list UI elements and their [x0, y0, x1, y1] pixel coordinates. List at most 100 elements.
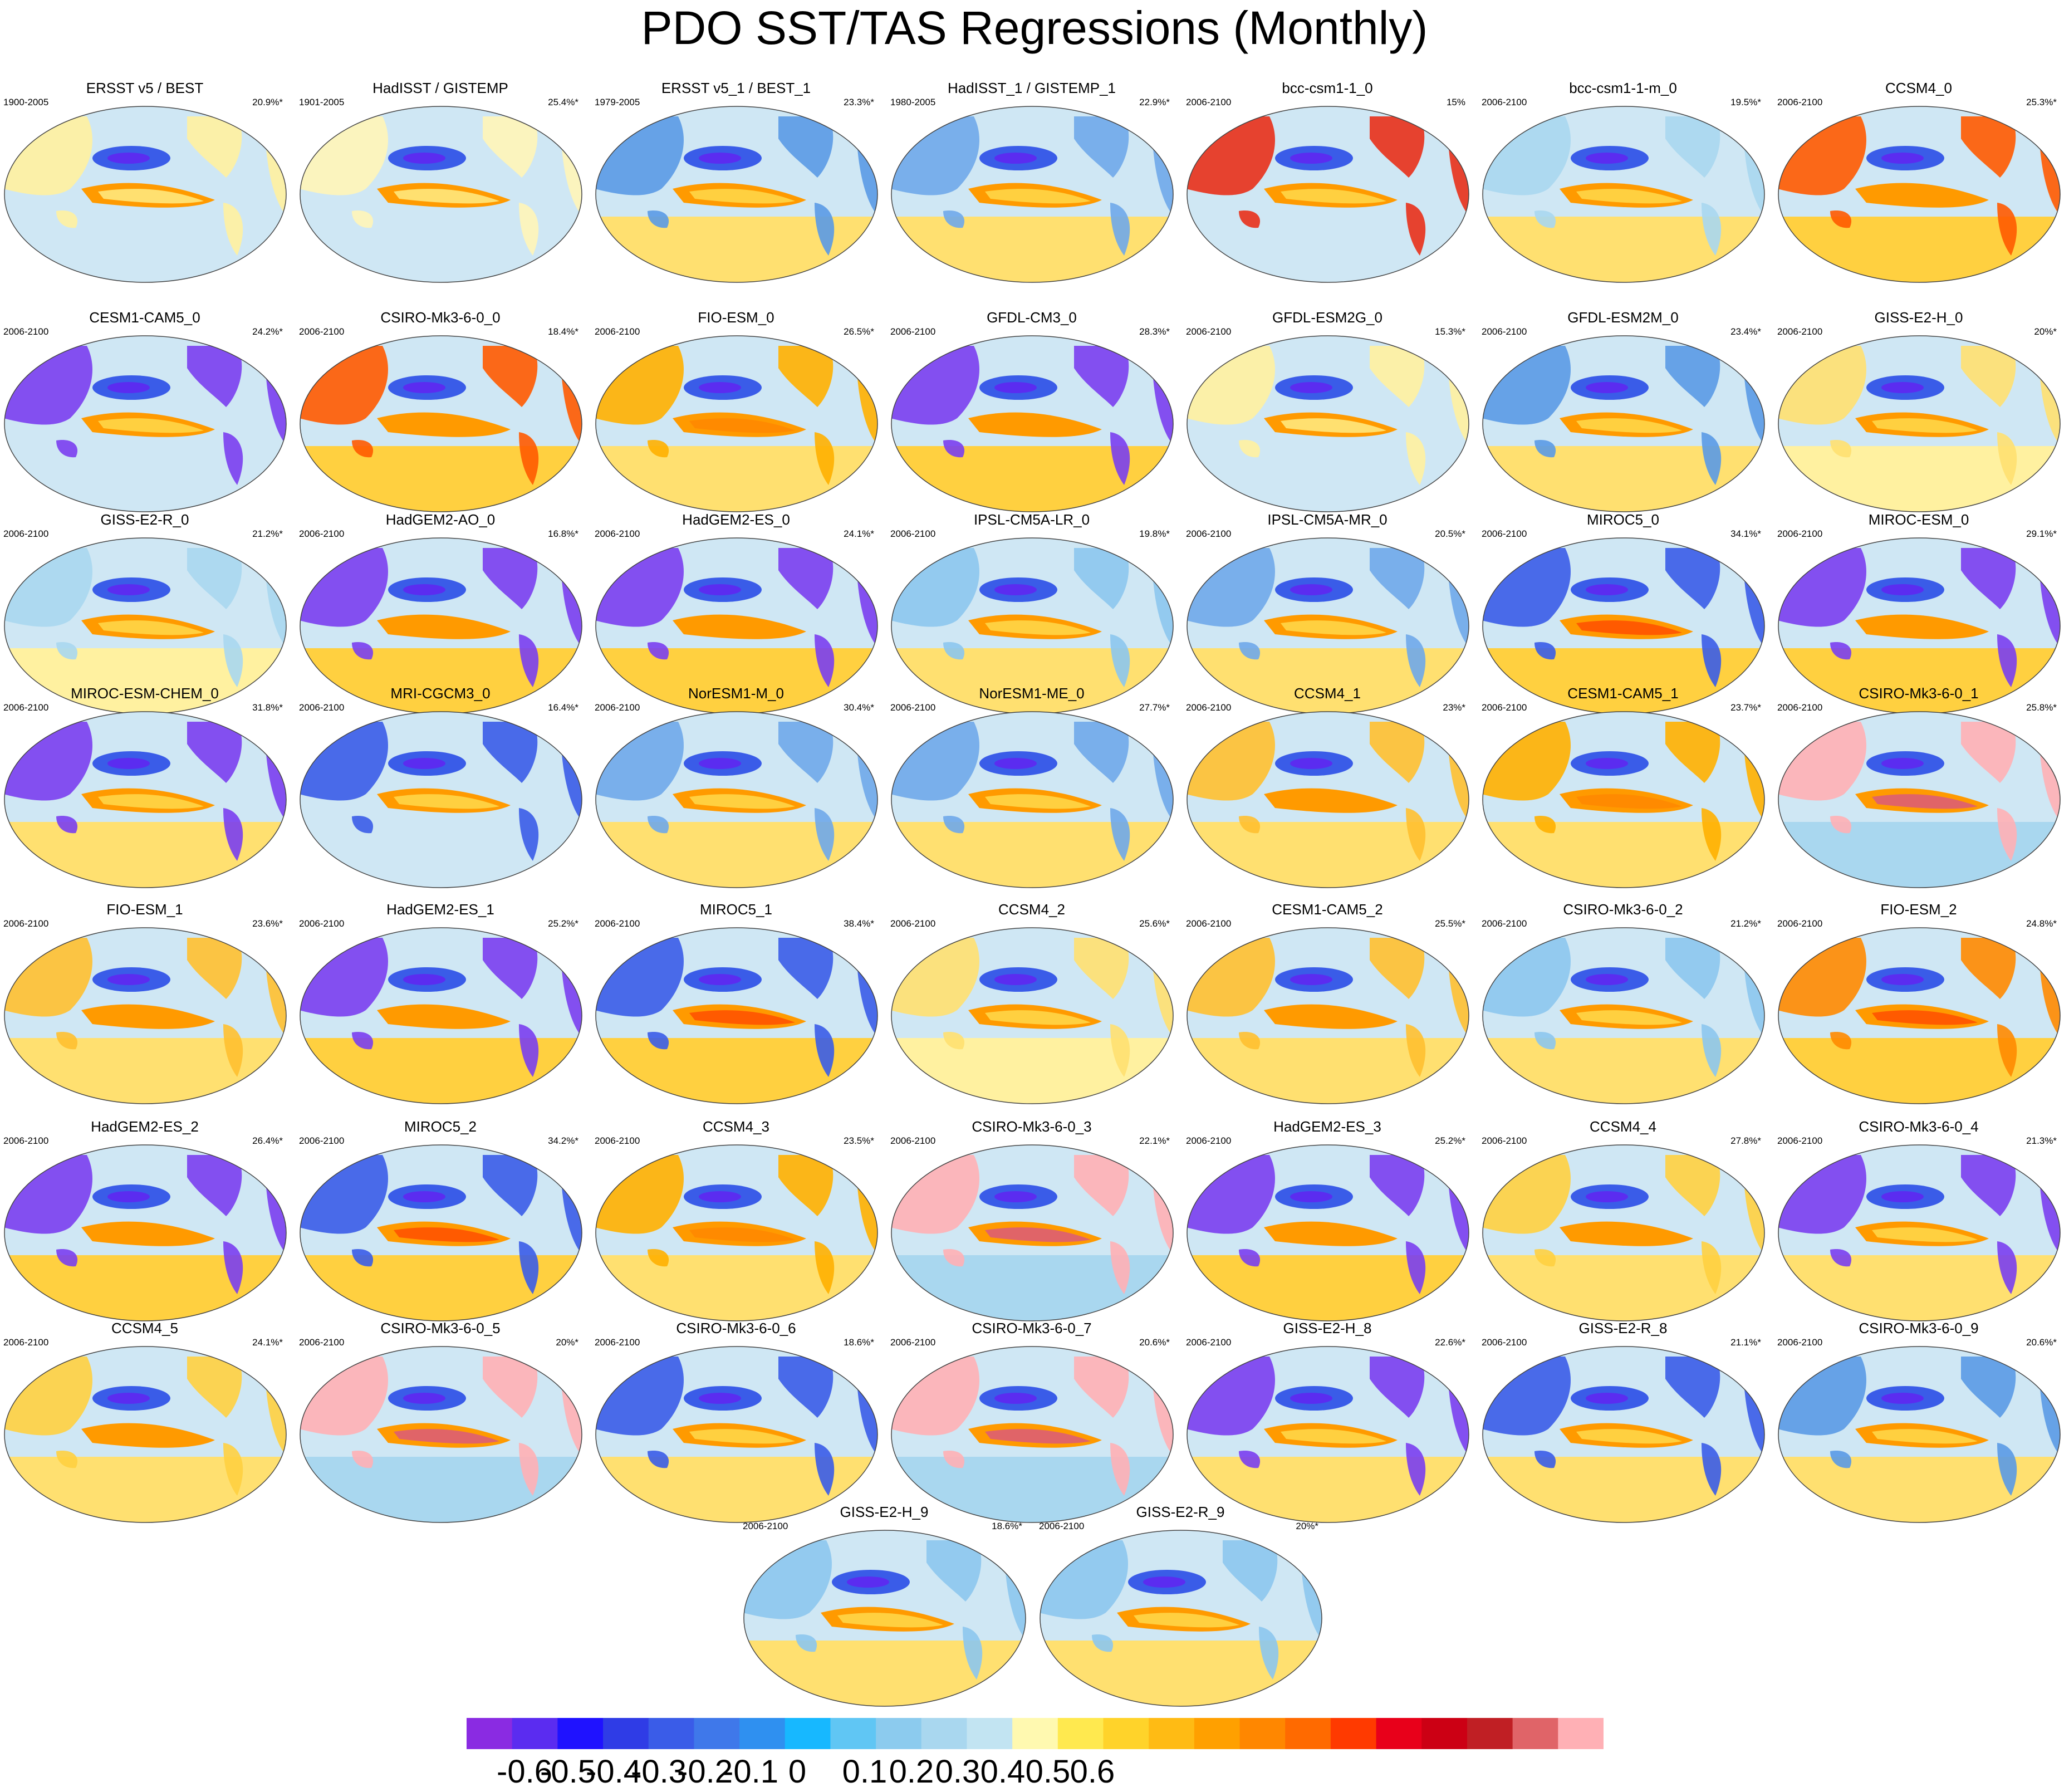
map-panel: GFDL-CM3_0 2006-2100 28.3%* — [887, 309, 1176, 523]
panel-variance-pct: 20.6%* — [2026, 1337, 2057, 1348]
map-panel: HadGEM2-AO_0 2006-2100 16.8%* — [296, 511, 585, 726]
colorbar-swatch — [1285, 1718, 1331, 1749]
panel-period: 2006-2100 — [890, 1135, 936, 1146]
panel-title: ERSST v5_1 / BEST_1 — [661, 80, 811, 96]
panel-title: MIROC5_2 — [404, 1118, 477, 1135]
panel-variance-pct: 16.4%* — [548, 702, 578, 713]
colorbar-tick-label: -0.4 — [586, 1754, 641, 1790]
map-panel: MIROC5_2 2006-2100 34.2%* — [296, 1118, 585, 1333]
regression-map — [1187, 1346, 1469, 1523]
panel-title: CCSM4_0 — [1885, 80, 1952, 96]
panel-variance-pct: 34.2%* — [548, 1135, 578, 1146]
map-panel: CCSM4_1 2006-2100 23%* — [1183, 685, 1472, 899]
colorbar-tick-label: -0.3 — [631, 1754, 687, 1790]
panel-title: CSIRO-Mk3-6-0_5 — [380, 1320, 501, 1336]
panel-title: CSIRO-Mk3-6-0_4 — [1859, 1118, 1979, 1135]
panel-period: 2006-2100 — [299, 918, 345, 929]
panel-variance-pct: 19.8%* — [1139, 528, 1170, 539]
panel-title: GISS-E2-H_9 — [840, 1504, 929, 1520]
map-panel: ERSST v5 / BEST 1900-2005 20.9%* — [0, 80, 290, 294]
panel-variance-pct: 22.6%* — [1435, 1337, 1465, 1348]
regression-map — [595, 106, 878, 283]
map-panel: NorESM1-M_0 2006-2100 30.4%* — [591, 685, 881, 899]
panel-title: NorESM1-M_0 — [688, 685, 784, 702]
colorbar-swatch — [557, 1718, 604, 1749]
regression-map — [300, 1346, 582, 1523]
panel-title: CSIRO-Mk3-6-0_3 — [972, 1118, 1092, 1135]
regression-map — [595, 537, 878, 714]
map-panel: MIROC5_0 2006-2100 34.1%* — [1478, 511, 1768, 726]
colorbar-tick-label: 0.4 — [980, 1754, 1026, 1790]
regression-map — [743, 1530, 1026, 1707]
panel-period: 2006-2100 — [299, 702, 345, 713]
panel-variance-pct: 23.7%* — [1730, 702, 1761, 713]
panel-period: 1900-2005 — [3, 97, 49, 107]
map-panel: GISS-E2-R_8 2006-2100 21.1%* — [1478, 1320, 1768, 1534]
map-panel: HadISST_1 / GISTEMP_1 1980-2005 22.9%* — [887, 80, 1176, 294]
colorbar-tick-label: -0.6 — [497, 1754, 552, 1790]
map-panel: GISS-E2-H_8 2006-2100 22.6%* — [1183, 1320, 1472, 1534]
map-panel: FIO-ESM_2 2006-2100 24.8%* — [1774, 901, 2063, 1115]
regression-map — [300, 711, 582, 888]
panel-period: 2006-2100 — [1777, 326, 1823, 337]
panel-period: 2006-2100 — [1186, 918, 1232, 929]
map-panel: HadGEM2-ES_0 2006-2100 24.1%* — [591, 511, 881, 726]
panel-title: MIROC-ESM-CHEM_0 — [71, 685, 219, 702]
panel-period: 2006-2100 — [3, 1135, 49, 1146]
panel-variance-pct: 25.3%* — [2026, 97, 2057, 107]
panel-variance-pct: 24.8%* — [2026, 918, 2057, 929]
panel-period: 1901-2005 — [299, 97, 345, 107]
regression-map — [1778, 106, 2061, 283]
regression-map — [4, 537, 287, 714]
colorbar-swatch — [1194, 1718, 1241, 1749]
regression-map — [4, 335, 287, 512]
colorbar-swatch — [1149, 1718, 1195, 1749]
panel-variance-pct: 25.5%* — [1435, 918, 1465, 929]
regression-map — [1187, 537, 1469, 714]
panel-title: FIO-ESM_0 — [698, 309, 774, 326]
panel-title: HadGEM2-ES_0 — [682, 511, 790, 528]
panel-period: 2006-2100 — [1482, 1337, 1527, 1348]
colorbar-swatch — [1057, 1718, 1104, 1749]
colorbar-swatch — [921, 1718, 967, 1749]
panel-title: HadGEM2-AO_0 — [385, 511, 496, 528]
panel-title: IPSL-CM5A-MR_0 — [1267, 511, 1387, 528]
map-panel: CSIRO-Mk3-6-0_2 2006-2100 21.2%* — [1478, 901, 1768, 1115]
map-panel: GFDL-ESM2M_0 2006-2100 23.4%* — [1478, 309, 1768, 523]
panel-title: GISS-E2-H_0 — [1874, 309, 1963, 326]
map-panel: MRI-CGCM3_0 2006-2100 16.4%* — [296, 685, 585, 899]
map-panel: CESM1-CAM5_0 2006-2100 24.2%* — [0, 309, 290, 523]
regression-map — [1482, 1144, 1765, 1321]
panel-variance-pct: 21.3%* — [2026, 1135, 2057, 1146]
panel-title: CCSM4_1 — [1294, 685, 1361, 702]
panel-period: 2006-2100 — [299, 326, 345, 337]
colorbar-swatch — [603, 1718, 649, 1749]
panel-title: HadISST / GISTEMP — [372, 80, 508, 96]
panel-title: HadGEM2-ES_1 — [386, 901, 494, 918]
panel-title: GISS-E2-H_8 — [1283, 1320, 1372, 1336]
map-panel: CCSM4_4 2006-2100 27.8%* — [1478, 1118, 1768, 1333]
panel-title: bcc-csm1-1-m_0 — [1569, 80, 1677, 96]
panel-period: 2006-2100 — [299, 1337, 345, 1348]
colorbar-swatch — [1012, 1718, 1058, 1749]
panel-title: FIO-ESM_1 — [106, 901, 183, 918]
panel-variance-pct: 23.4%* — [1730, 326, 1761, 337]
map-panel: GISS-E2-R_0 2006-2100 21.2%* — [0, 511, 290, 726]
panel-variance-pct: 24.1%* — [252, 1337, 283, 1348]
panel-variance-pct: 26.4%* — [252, 1135, 283, 1146]
panel-title: GFDL-ESM2G_0 — [1272, 309, 1382, 326]
colorbar-swatch — [1330, 1718, 1377, 1749]
regression-map — [1482, 711, 1765, 888]
panel-period: 2006-2100 — [1186, 1135, 1232, 1146]
regression-map — [1187, 1144, 1469, 1321]
map-panel: CSIRO-Mk3-6-0_5 2006-2100 20%* — [296, 1320, 585, 1534]
regression-map — [1778, 927, 2061, 1104]
regression-map — [891, 537, 1174, 714]
panel-period: 2006-2100 — [890, 326, 936, 337]
panel-variance-pct: 23.3%* — [844, 97, 874, 107]
panel-variance-pct: 24.1%* — [844, 528, 874, 539]
regression-map — [595, 335, 878, 512]
panel-period: 2006-2100 — [1039, 1521, 1085, 1531]
regression-map — [595, 927, 878, 1104]
panel-period: 2006-2100 — [1777, 1135, 1823, 1146]
